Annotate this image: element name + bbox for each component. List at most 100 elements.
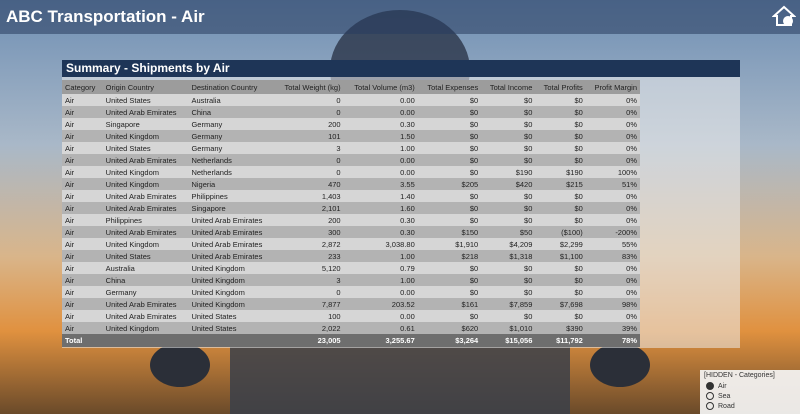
summary-table: Category Origin Country Destination Countr… [62,80,640,347]
column-header[interactable]: Total Income [481,80,536,94]
table-cell: United States [188,322,275,334]
table-cell: 100% [585,166,640,178]
column-header[interactable]: Origin Country [102,80,189,94]
table-cell: $0 [417,94,482,106]
table-cell: $0 [535,262,586,274]
table-cell: 0.00 [343,310,418,322]
table-cell: $2,299 [535,238,586,250]
slicer-title: [HIDDEN - Categories] [704,372,775,379]
table-cell: $0 [417,214,482,226]
table-row: Air Australia United Kingdom 5,120 0.79 $0 $0 $… [62,262,640,274]
column-header[interactable]: Total Profits [535,80,586,94]
table-cell: 0.00 [343,286,418,298]
radio[interactable] [706,392,714,401]
slicer-option[interactable]: Sea [706,392,800,402]
table-row: Air United States Germany 3 1.00 $0 $0 $0 0% [62,142,640,154]
table-cell: United Arab Emirates [102,310,189,322]
table-cell: $0 [417,142,482,154]
table-cell: 101 [274,130,344,142]
table-cell: $0 [417,106,482,118]
table-cell: 0% [585,154,640,166]
table-cell: Air [62,94,103,106]
table-cell: $0 [535,190,586,202]
table-cell: 300 [274,226,344,238]
column-header[interactable]: Total Volume (m3) [343,80,418,94]
table-cell: 0% [585,94,640,106]
table-cell: $0 [481,94,536,106]
table-cell: 83% [585,250,640,262]
table-cell: $0 [535,118,586,130]
column-header[interactable]: Profit Margin [585,80,640,94]
table-cell: $218 [417,250,482,262]
table-cell: 200 [274,118,344,130]
total-cell: $11,792 [535,334,586,347]
table-cell: $7,859 [481,298,536,310]
column-header[interactable]: Total Weight (kg) [274,80,344,94]
table-cell: 0% [585,274,640,286]
table-cell: 0% [585,106,640,118]
table-cell: $7,698 [535,298,586,310]
table-cell: Air [62,130,103,142]
table-cell: ($100) [535,226,586,238]
table-row: Air United Arab Emirates China 0 0.00 $0 $0 $0 0… [62,106,640,118]
table-cell: $0 [481,190,536,202]
home-icon[interactable] [772,4,796,28]
table-row: Air United Kingdom Nigeria 470 3.55 $205 $420 $… [62,178,640,190]
table-cell: $1,010 [481,322,536,334]
table-cell: 0.79 [343,262,418,274]
table-cell: Air [62,310,103,322]
table-cell: $0 [481,214,536,226]
option-label: Road [718,403,735,410]
table-cell: $0 [417,274,482,286]
column-header[interactable]: Total Expenses [417,80,482,94]
table-cell: $0 [481,274,536,286]
total-cell: $3,264 [417,334,482,347]
header-row: Category Origin Country Destination Countr… [62,80,640,94]
table-cell: Netherlands [188,154,275,166]
table-visual: Summary - Shipments by Air Category Origi… [62,60,740,348]
table-cell: 0% [585,310,640,322]
table-cell: 0% [585,118,640,130]
table-cell: Germany [188,142,275,154]
table-cell: United Arab Emirates [102,190,189,202]
category-slicer: [HIDDEN - Categories] Air Sea Road [700,370,800,414]
table-cell: United Arab Emirates [102,298,189,310]
table-cell: Air [62,250,103,262]
table-cell: 1.00 [343,142,418,154]
table-cell: $0 [481,142,536,154]
table-cell: $0 [481,286,536,298]
table-cell: $0 [417,130,482,142]
table-row: Air United Arab Emirates Netherlands 0 0.00 $… [62,154,640,166]
table-cell: $0 [535,214,586,226]
table-cell: 98% [585,298,640,310]
table-cell: Germany [102,286,189,298]
radio[interactable] [706,402,714,411]
slicer-option[interactable]: Road [706,402,800,412]
column-header[interactable]: Category [62,80,103,94]
table-cell: United States [102,142,189,154]
option-label: Air [718,383,727,390]
table-cell: Nigeria [188,178,275,190]
table-cell: Netherlands [188,166,275,178]
table-cell: 0.00 [343,154,418,166]
table-cell: United Kingdom [188,262,275,274]
column-header[interactable]: Destination Country [188,80,275,94]
table-cell: United States [102,94,189,106]
table-row: Air Singapore Germany 200 0.30 $0 $0 $0 0% [62,118,640,130]
table-cell: Singapore [188,202,275,214]
slicer-option[interactable]: Air [706,382,800,392]
table-cell: $161 [417,298,482,310]
table-row: Air United Kingdom Germany 101 1.50 $0 $0 $0 0% [62,130,640,142]
radio[interactable] [706,382,714,391]
total-row: Total 23,005 3,255.67 $3,264 $15,056 $11,792 7… [62,334,640,347]
table-cell: $0 [417,118,482,130]
total-cell: $15,056 [481,334,536,347]
table-cell: 0% [585,202,640,214]
table-cell: United Arab Emirates [102,202,189,214]
table-cell: United Arab Emirates [188,214,275,226]
table-row: Air United States United Arab Emirates 233 1… [62,250,640,262]
table-cell: $190 [481,166,536,178]
table-cell: Air [62,238,103,250]
table-cell: Air [62,118,103,130]
table-cell: 1.00 [343,274,418,286]
